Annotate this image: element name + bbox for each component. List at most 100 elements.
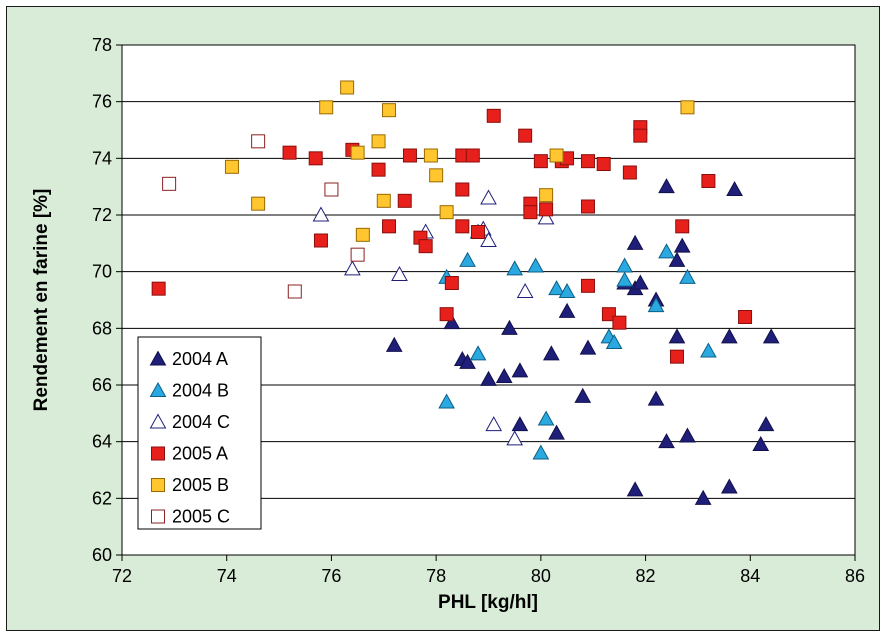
point-2005-b (680, 100, 695, 115)
point-2004-c (391, 265, 408, 281)
y-axis-title: Rendement en farine [%] (31, 189, 52, 412)
point-2004-a (579, 339, 597, 355)
y-tick-label: 76 (92, 92, 112, 112)
point-2005-a (382, 219, 397, 234)
point-2005-a (675, 219, 690, 234)
point-2005-a (738, 310, 753, 324)
point-2004-a (631, 274, 649, 290)
point-2004-a (480, 370, 497, 386)
point-2004-a (673, 237, 691, 253)
point-2004-b (548, 280, 565, 296)
y-tick-label: 60 (92, 545, 112, 565)
point-2004-b (459, 251, 476, 267)
data-points (151, 80, 780, 505)
point-2004-c (485, 416, 503, 432)
legend-marker-2005-b (151, 478, 165, 492)
point-2005-a (539, 202, 554, 217)
point-2004-b (679, 268, 696, 284)
point-2005-a (439, 307, 454, 322)
y-tick-label: 72 (92, 205, 112, 225)
point-2005-b (340, 80, 355, 95)
point-2004-b (438, 393, 455, 409)
y-tick-label: 68 (92, 318, 112, 338)
legend-label-2005-b: 2005 B (172, 475, 229, 495)
point-2004-c (537, 209, 555, 225)
point-2004-b (537, 410, 555, 426)
x-tick-label: 76 (321, 566, 341, 586)
series-2004-b (438, 223, 717, 460)
point-2005-c (350, 247, 365, 262)
point-2004-b (658, 243, 675, 259)
x-axis-title: PHL [kg/hl] (438, 592, 538, 613)
point-2004-b (647, 297, 665, 313)
point-2005-b (319, 100, 334, 115)
x-tick-label: 80 (531, 566, 551, 586)
point-2005-a (371, 162, 386, 177)
point-2004-b (700, 342, 717, 358)
legend-label-2005-a: 2005 A (172, 444, 228, 464)
y-tick-label: 74 (92, 148, 112, 168)
point-2005-b (539, 188, 554, 203)
point-2004-b (605, 333, 623, 349)
point-2004-a (542, 345, 560, 361)
point-2005-a (313, 233, 328, 248)
y-tick-label: 62 (92, 488, 112, 508)
point-2005-a (622, 165, 637, 180)
point-2005-b (423, 148, 438, 163)
y-tick-label: 70 (92, 262, 112, 282)
point-2004-a (679, 427, 696, 443)
point-2005-a (282, 145, 297, 160)
point-2005-c (251, 134, 266, 149)
point-2004-a (574, 387, 592, 403)
point-2004-a (668, 251, 686, 267)
point-2005-b (251, 196, 266, 211)
point-2004-b (469, 345, 487, 361)
point-2004-a (757, 416, 775, 432)
point-2004-a (726, 180, 743, 196)
point-2004-a (720, 478, 738, 494)
point-2004-b (527, 257, 544, 273)
point-2004-c (312, 206, 330, 222)
y-tick-label: 66 (92, 375, 112, 395)
point-2004-c (516, 282, 534, 298)
point-2004-c (344, 260, 361, 276)
y-axis-ticks: 60 62 64 66 68 70 72 74 76 78 (92, 35, 122, 565)
point-2004-c (480, 231, 497, 247)
point-2005-a (397, 193, 412, 208)
legend-marker-2004-c (149, 413, 167, 429)
point-2005-c (162, 176, 177, 191)
point-2004-a (495, 367, 513, 383)
point-2005-a (151, 281, 166, 296)
point-2005-a (308, 151, 323, 166)
point-2005-b (224, 159, 239, 174)
point-2004-a (443, 314, 461, 330)
x-tick-label: 72 (112, 566, 132, 586)
point-2004-a (658, 433, 675, 449)
point-2005-c (287, 284, 302, 299)
point-2004-a (752, 435, 770, 451)
series-2005-a (151, 108, 753, 364)
series-2004-a (385, 178, 780, 505)
point-2005-a (486, 108, 501, 123)
point-2005-b (429, 168, 444, 183)
point-2004-c (506, 430, 524, 446)
point-2005-a (471, 225, 486, 239)
legend-marker-2004-a (149, 350, 167, 366)
point-2005-a (418, 239, 433, 254)
x-tick-label: 82 (636, 566, 656, 586)
point-2005-b (439, 205, 454, 220)
point-2004-a (647, 390, 665, 406)
legend-box (137, 336, 262, 530)
x-tick-label: 78 (426, 566, 446, 586)
point-2004-a (668, 328, 686, 344)
point-2004-b (506, 260, 524, 276)
point-2005-a (518, 128, 533, 143)
point-2004-a (694, 489, 712, 505)
series-2005-b (224, 80, 695, 242)
legend-label-2005-c: 2005 C (172, 507, 230, 527)
point-2005-b (549, 148, 564, 163)
point-2004-a (658, 178, 675, 194)
point-2004-a (626, 481, 644, 497)
legend: 2004 A 2004 B 2004 C 2005 A 2005 B 2005 C (137, 336, 262, 530)
